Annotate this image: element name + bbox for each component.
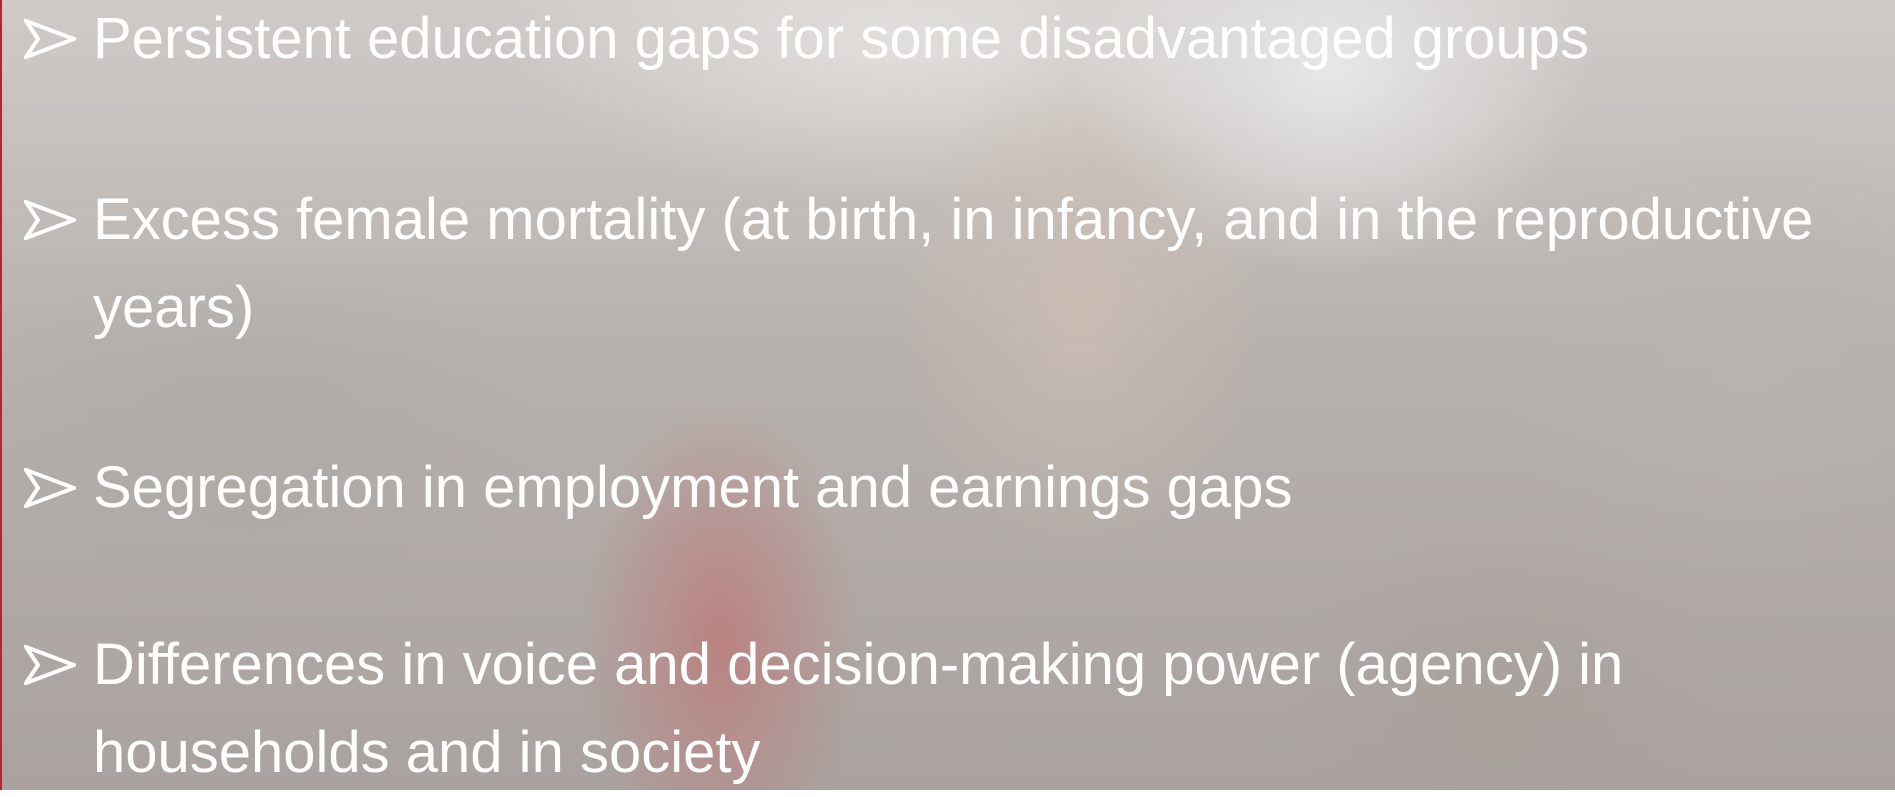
bullet-text: Segregation in employment and earnings g… <box>93 444 1884 532</box>
bullet-text: Persistent education gaps for some disad… <box>93 0 1884 83</box>
slide: {"bullets": ["Persistent education gaps … <box>0 0 1895 790</box>
bullet-item: Differences in voice and decision-making… <box>24 621 1884 797</box>
bullet-item: Persistent education gaps for some disad… <box>24 0 1884 83</box>
arrow-bullet <box>24 468 76 508</box>
arrow-bullet <box>24 645 76 685</box>
slide-edge <box>0 0 2 790</box>
bullet-text: Differences in voice and decision-making… <box>93 621 1884 797</box>
bullet-text: Excess female mortality (at birth, in in… <box>93 176 1884 352</box>
bullet-item: Excess female mortality (at birth, in in… <box>24 176 1884 352</box>
arrow-bullet <box>24 200 76 240</box>
arrow-bullet <box>24 19 76 59</box>
bullet-item: Segregation in employment and earnings g… <box>24 444 1884 532</box>
